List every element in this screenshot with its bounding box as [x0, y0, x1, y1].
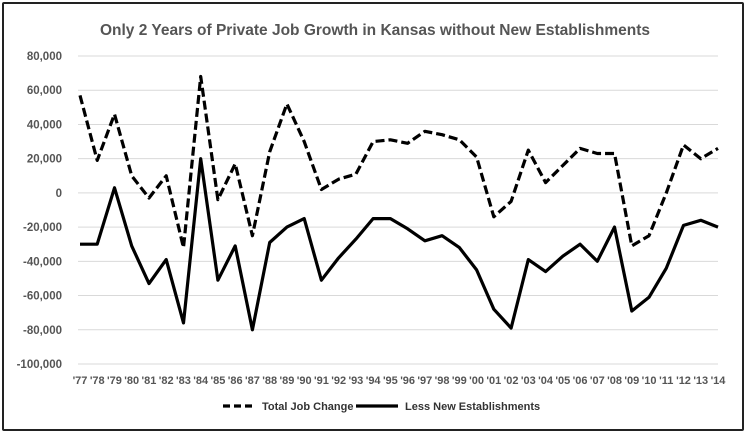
x-tick-label: '93: [348, 375, 363, 387]
x-tick-label: '12: [676, 375, 691, 387]
legend-label: Less New Establishments: [405, 401, 540, 413]
x-tick-label: '05: [555, 375, 570, 387]
series-line-less-new-establishments: [80, 157, 719, 332]
x-tick-label: '00: [469, 375, 484, 387]
x-axis-ticks: '77'78'79'80'81'82'83'84'85'86'87'88'89 '…: [73, 375, 727, 387]
legend-label: Total Job Change: [262, 401, 353, 413]
x-tick-label: '81: [142, 375, 157, 387]
y-tick-label: 20,000: [27, 154, 62, 166]
y-tick-label: 40,000: [27, 119, 62, 131]
x-tick-label: '82: [159, 375, 174, 387]
x-tick-label: '97: [417, 375, 432, 387]
x-tick-label: '06: [573, 375, 588, 387]
x-tick-label: '95: [383, 375, 398, 387]
y-tick-label: 0: [56, 188, 62, 200]
x-tick-label: '04: [538, 375, 554, 387]
x-tick-label: '94: [366, 375, 382, 387]
y-tick-label: -80,000: [23, 325, 62, 337]
x-tick-label: '87: [245, 375, 260, 387]
x-tick-label: '77: [73, 375, 88, 387]
series-lines: [78, 74, 719, 332]
x-tick-label: '78: [90, 375, 105, 387]
x-tick-label: '88: [262, 375, 277, 387]
x-tick-label: '89: [279, 375, 294, 387]
legend: Total Job Change Less New Establishments: [223, 401, 540, 413]
x-tick-label: '10: [642, 375, 657, 387]
x-tick-label: '99: [452, 375, 467, 387]
x-tick-label: '80: [124, 375, 139, 387]
y-axis-ticks: 80,000 60,000 40,000 20,000 0 -20,000 -40,000 -…: [17, 51, 62, 371]
x-tick-label: '07: [590, 375, 605, 387]
y-tick-label: 80,000: [27, 51, 62, 63]
gridlines: [78, 55, 718, 365]
x-tick-label: '85: [211, 375, 226, 387]
x-tick-label: '14: [711, 375, 727, 387]
x-tick-label: '79: [107, 375, 122, 387]
x-tick-label: '96: [400, 375, 415, 387]
x-tick-label: '98: [435, 375, 450, 387]
x-tick-label: '08: [607, 375, 622, 387]
x-tick-label: '13: [693, 375, 708, 387]
x-tick-label: '84: [193, 375, 209, 387]
x-tick-label: '09: [624, 375, 639, 387]
y-tick-label: 60,000: [27, 85, 62, 97]
x-tick-label: '02: [504, 375, 519, 387]
x-tick-label: '11: [659, 375, 673, 387]
y-tick-label: -100,000: [17, 359, 62, 371]
x-tick-label: '92: [331, 375, 346, 387]
series-line-total-job-change: [78, 74, 719, 250]
chart-frame: [2, 2, 744, 431]
x-tick-label: '03: [521, 375, 536, 387]
y-tick-label: -60,000: [23, 291, 62, 303]
x-tick-label: '83: [176, 375, 191, 387]
chart-title: Only 2 Years of Private Job Growth in Ka…: [100, 22, 650, 39]
y-tick-label: -40,000: [23, 256, 62, 268]
x-tick-label: '86: [228, 375, 243, 387]
x-tick-label: '01: [486, 375, 501, 387]
y-tick-label: -20,000: [23, 222, 62, 234]
x-tick-label: '90: [297, 375, 312, 387]
x-tick-label: '91: [314, 375, 329, 387]
